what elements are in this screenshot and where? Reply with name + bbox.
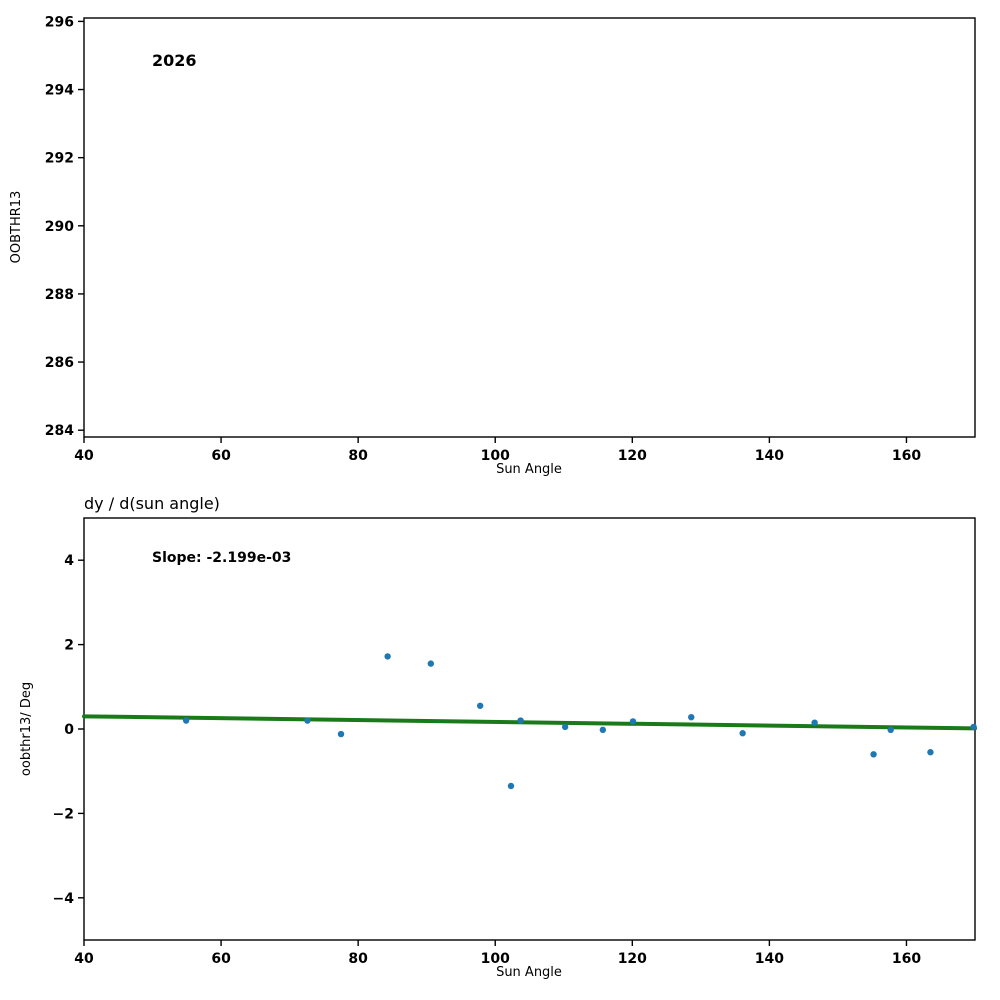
x-tick-label: 100 bbox=[481, 448, 510, 464]
scatter-point bbox=[427, 660, 435, 667]
x-tick-label: 120 bbox=[618, 448, 647, 464]
scatter-point bbox=[811, 719, 818, 726]
y-tick-label: 2 bbox=[64, 638, 74, 654]
y-tick-label: 288 bbox=[45, 287, 74, 303]
trend-line bbox=[82, 714, 977, 731]
bottom-y-axis-label: oobthr13/ Deg bbox=[19, 682, 34, 776]
scatter-point bbox=[561, 723, 569, 731]
slope-annotation: Slope: -2.199e-03 bbox=[152, 550, 291, 566]
x-tick-label: 80 bbox=[348, 448, 368, 464]
top-chart-geometry: 40 60 80 100 120 140 160 284 286 288 290 292 294 296 bbox=[45, 14, 976, 464]
scatter-point bbox=[970, 723, 977, 731]
scatter-point bbox=[739, 730, 746, 737]
x-tick-label: 140 bbox=[755, 951, 784, 967]
y-tick-label: 0 bbox=[64, 722, 74, 738]
x-tick-label: 160 bbox=[892, 448, 921, 464]
x-tick-label: 80 bbox=[348, 951, 368, 967]
y-tick-label: 292 bbox=[45, 151, 74, 167]
scatter-point bbox=[927, 749, 934, 756]
y-tick-label: 294 bbox=[45, 83, 74, 99]
y-tick-label: 284 bbox=[45, 423, 74, 439]
bottom-chart-title: dy / d(sun angle) bbox=[84, 494, 220, 513]
x-tick-label: 160 bbox=[892, 951, 921, 967]
scatter-point bbox=[870, 751, 877, 758]
scatter-point bbox=[517, 717, 524, 724]
x-tick-label: 40 bbox=[74, 951, 94, 967]
scatter-point bbox=[337, 730, 345, 738]
scatter-point bbox=[304, 717, 311, 724]
top-x-axis-label: Sun Angle bbox=[496, 462, 562, 477]
x-tick-label: 40 bbox=[74, 448, 94, 464]
y-tick-label: −4 bbox=[53, 891, 75, 907]
scatter-point bbox=[629, 718, 637, 725]
plot-frame bbox=[83, 517, 976, 941]
bottom-chart: dy / d(sun angle) 40 60 80 100 120 140 160−4−2… bbox=[19, 494, 977, 980]
top-y-axis-label: OOBTHR13 bbox=[9, 191, 24, 264]
y-tick-label: 290 bbox=[45, 219, 74, 235]
x-tick-label: 60 bbox=[211, 951, 231, 967]
scatter-point bbox=[384, 653, 391, 660]
plot-frame bbox=[83, 17, 976, 438]
x-tick-label: 60 bbox=[211, 448, 231, 464]
x-tick-label: 120 bbox=[618, 951, 647, 967]
x-tick-label: 100 bbox=[481, 951, 510, 967]
top-chart: 40 60 80 100 120 140 160284286288290292294296 … bbox=[9, 14, 976, 477]
scatter-point bbox=[476, 702, 484, 709]
scatter-point bbox=[887, 726, 894, 734]
x-tick-label: 140 bbox=[755, 448, 784, 464]
bottom-x-axis-label: Sun Angle bbox=[496, 965, 562, 980]
y-tick-label: 286 bbox=[45, 355, 74, 371]
scatter-point bbox=[688, 713, 695, 721]
y-tick-label: −2 bbox=[53, 806, 74, 822]
scatter-point bbox=[182, 717, 190, 724]
scatter-point bbox=[507, 782, 515, 790]
y-tick-label: 4 bbox=[64, 553, 74, 569]
y-tick-label: 296 bbox=[45, 14, 74, 30]
scatter-point bbox=[599, 726, 607, 734]
bottom-chart-geometry: 40 60 80 100 120 140 160 −4 −2 0 2 4 bbox=[53, 517, 977, 967]
year-annotation: 2026 bbox=[152, 51, 197, 70]
